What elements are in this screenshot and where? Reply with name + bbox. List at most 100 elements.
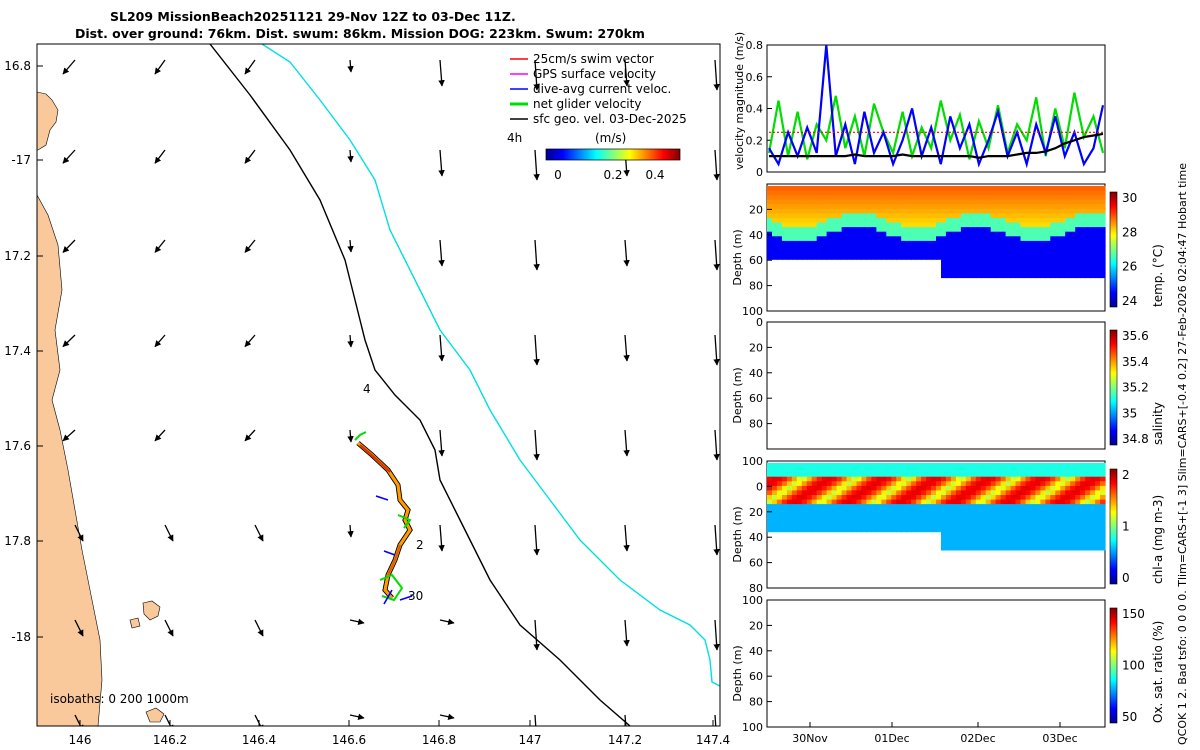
panel1-cell [1030, 268, 1036, 274]
panel3-cell [841, 472, 848, 478]
panel3-cell [767, 522, 773, 528]
panel3-cell [866, 508, 872, 514]
panel1-cell [871, 186, 877, 192]
panel1-cell [1015, 240, 1022, 247]
panel3-cell [841, 513, 848, 519]
panel1-cell [806, 227, 813, 233]
panel3-cell [1040, 495, 1046, 501]
panel1-cell [831, 208, 838, 215]
panel3-cell [811, 508, 818, 514]
panel1-cell [916, 204, 922, 210]
panel3-cell [965, 508, 972, 514]
panel1-cell [821, 227, 828, 233]
panel3-cell [796, 522, 803, 528]
sfc-geo-vector [154, 239, 166, 253]
panel1-cell [1050, 218, 1056, 224]
panel3-cell [1090, 504, 1096, 510]
island [145, 707, 165, 723]
panel3-cell [821, 481, 828, 487]
panel3-cell [806, 527, 813, 533]
panel1-cell [1055, 195, 1061, 201]
panel3-cell [801, 513, 808, 519]
panel1-cell [786, 190, 793, 196]
panel1-cell [995, 268, 1002, 274]
panel3-cell [886, 463, 892, 469]
panel1-cell [990, 240, 997, 247]
panel1-cell [975, 236, 982, 242]
panel3-cell [945, 481, 952, 487]
panel1-cell [906, 254, 912, 260]
sfc-geo-vector [439, 713, 455, 720]
panel1-cell [941, 259, 947, 265]
panel3-cell [1090, 472, 1096, 478]
panel1-cell [911, 218, 917, 224]
panel3-cell [856, 472, 863, 478]
panel3-cell [811, 513, 818, 519]
panel3-cell [931, 527, 937, 533]
panel1-cell [1045, 208, 1051, 215]
panel1-cell [772, 227, 778, 233]
panel1-cell [1035, 268, 1041, 274]
panel1-cell [826, 213, 833, 219]
panel1-cell [1095, 236, 1101, 242]
panel3-cell [1040, 463, 1046, 469]
panel1-cell [836, 254, 843, 260]
panel3-cell [1090, 517, 1096, 524]
panel3-cell [911, 527, 917, 533]
panel3-cell [955, 531, 962, 537]
panel1-cell [886, 227, 892, 233]
panel3-cell [791, 472, 798, 478]
panel1-cell [955, 263, 962, 269]
panel1-cell [916, 199, 922, 205]
panel1-cell [936, 231, 942, 237]
panel3-cell [1095, 531, 1101, 537]
panel3-cell [841, 481, 848, 487]
panel3-cell [1075, 467, 1081, 473]
panel3-cell [921, 481, 927, 487]
panel3-cell [796, 481, 803, 487]
panel3-cell [851, 485, 858, 492]
panel1-cell [945, 272, 952, 279]
panel3-cell [916, 485, 922, 492]
sfc-geo-vector [439, 618, 455, 625]
panel3-cell [941, 522, 947, 528]
panel1-cell [1080, 245, 1086, 251]
panel1-cell [936, 208, 942, 215]
panel3-cell [1025, 540, 1032, 546]
panel3-cell [816, 495, 823, 501]
panel1-cell [1060, 227, 1066, 233]
panel1-cell [1065, 227, 1071, 233]
panel3-cell [921, 513, 927, 519]
panel1-cell [1050, 204, 1056, 210]
panel1-cell [1050, 268, 1056, 274]
panel1-cell [1080, 227, 1086, 233]
panel1-cell [767, 250, 773, 256]
panel1-cell [841, 208, 848, 215]
panel3-cell [970, 495, 977, 501]
panel3-cell [1020, 531, 1027, 537]
panel3-cell [970, 499, 977, 505]
panel1-cell [806, 218, 813, 224]
panel1-cell [781, 254, 788, 260]
panel3-cell [1020, 467, 1027, 473]
panel1-cell [901, 190, 907, 196]
panel1-cell [945, 190, 952, 196]
panel1-cell [1025, 204, 1032, 210]
panel3-cell [906, 527, 912, 533]
panel1-cell [985, 195, 992, 201]
panel3-cell [1070, 545, 1076, 551]
panel3-cell [846, 467, 853, 473]
panel1-cell [1075, 250, 1081, 256]
panel1-cell [886, 231, 892, 237]
panel3-cell [1020, 513, 1027, 519]
panel3-cell [990, 545, 997, 551]
panel3-cell [891, 476, 897, 482]
panel3-cell [926, 481, 932, 487]
panel1-cell [965, 268, 972, 274]
panel1-cell [936, 186, 942, 192]
panel1-cell [941, 204, 947, 210]
panel3-cell [936, 522, 942, 528]
panel1-cell [901, 222, 907, 228]
panel3-cell [791, 522, 798, 528]
panel1-cell [886, 204, 892, 210]
